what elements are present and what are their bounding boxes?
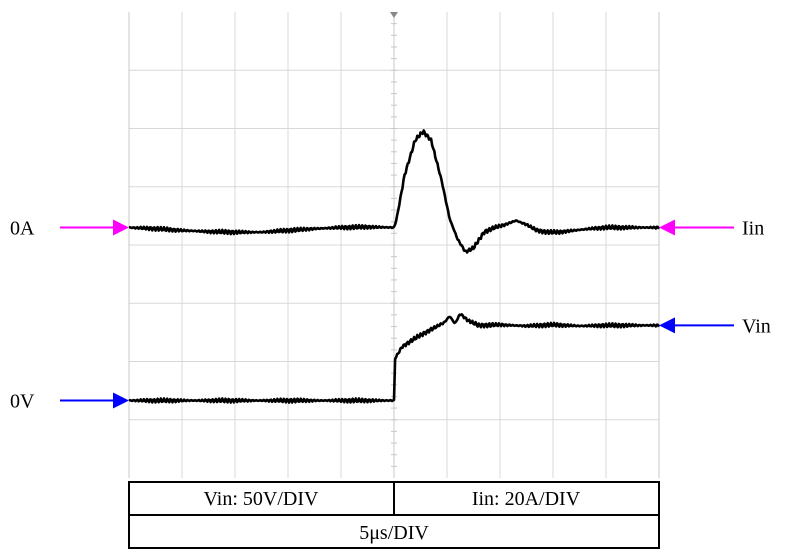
marker-arrowhead: [113, 219, 129, 236]
marker-vin-ref-left: 0V: [10, 391, 129, 413]
marker-iin-ref-left: 0A: [10, 218, 129, 240]
waveform-traces: [128, 129, 661, 404]
trace-iin: [128, 129, 661, 254]
marker-arrowhead: [659, 219, 675, 236]
marker-arrowhead: [659, 317, 675, 334]
marker-label: Vin: [742, 315, 771, 337]
trace-vin: [128, 313, 661, 404]
marker-vin-right: Vin: [659, 315, 771, 337]
plot-grid: [128, 12, 660, 478]
trigger-marker: [390, 12, 398, 18]
scale-table: Vin: 50V/DIV Iin: 20A/DIV 5μs/DIV: [128, 481, 660, 549]
marker-label: 0V: [10, 391, 35, 413]
time-scale-label: 5μs/DIV: [359, 522, 429, 544]
channel-markers: 0A Iin Vin 0V: [10, 218, 771, 413]
marker-iin-right: Iin: [659, 218, 764, 240]
iin-scale-label: Iin: 20A/DIV: [472, 488, 581, 510]
marker-label: Iin: [742, 218, 764, 240]
vin-scale-label: Vin: 50V/DIV: [204, 488, 319, 510]
marker-arrowhead: [113, 392, 129, 409]
marker-label: 0A: [10, 218, 35, 240]
